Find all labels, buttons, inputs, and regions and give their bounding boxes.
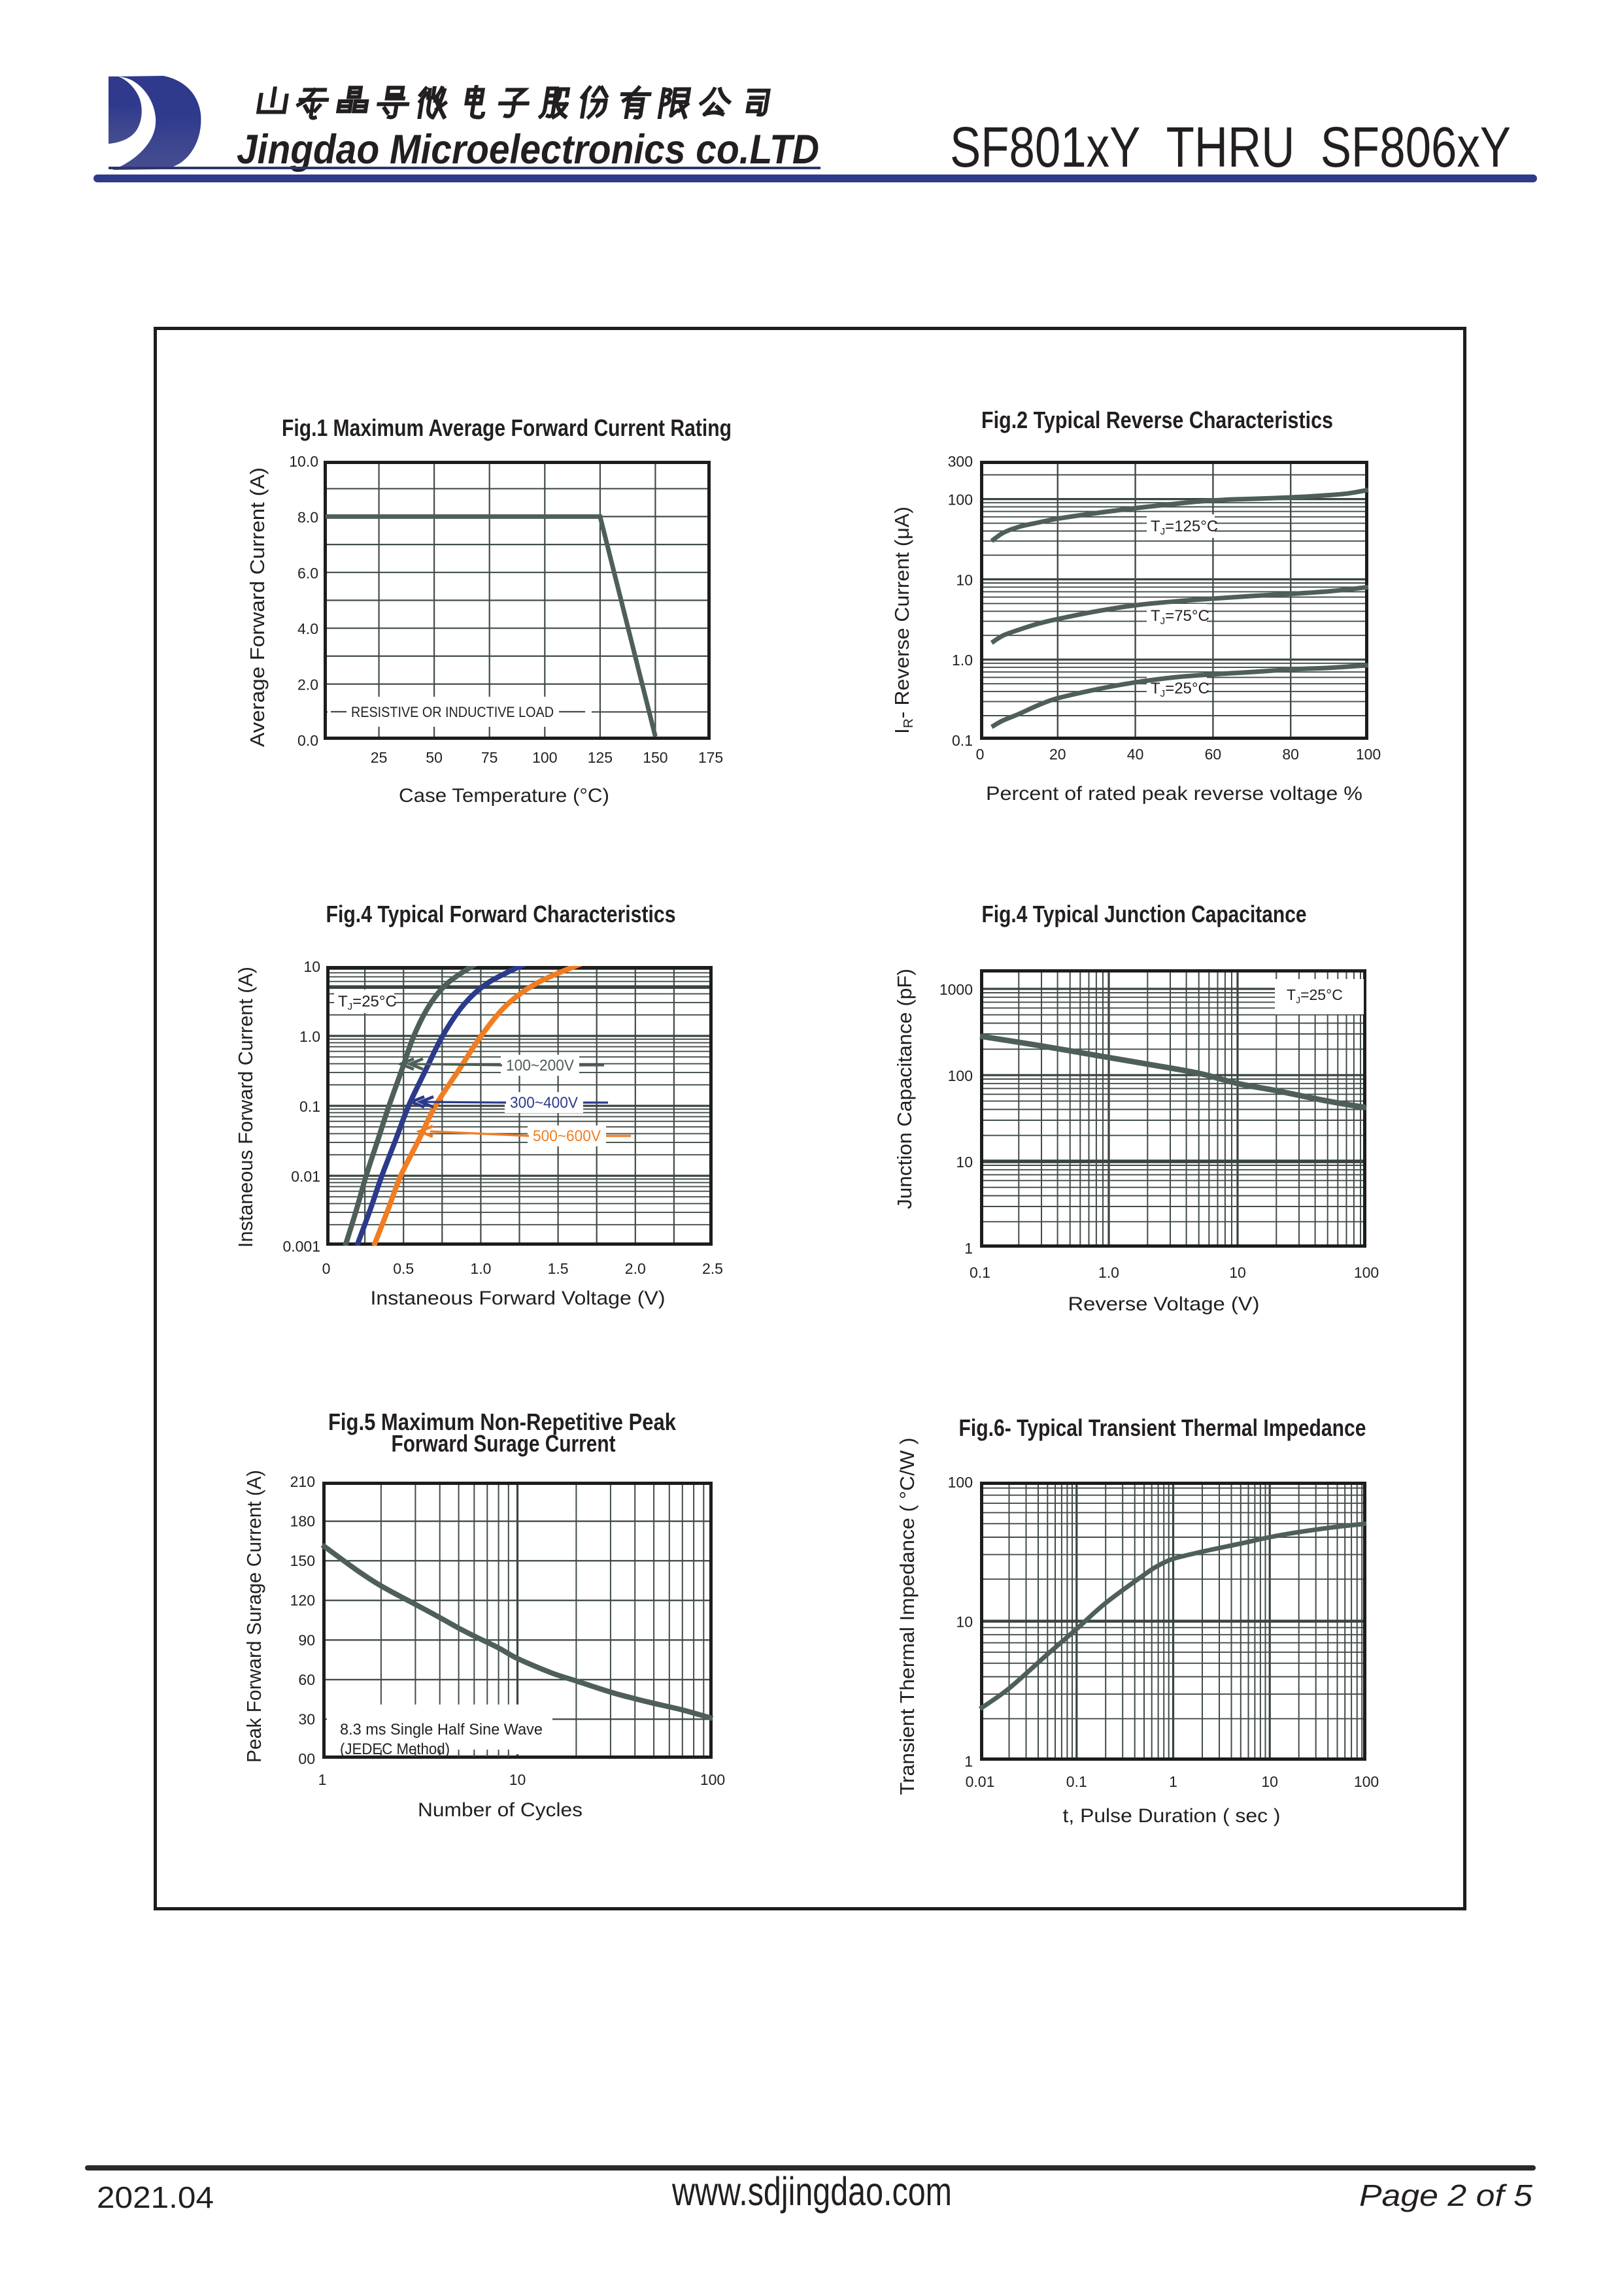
- svg-text:Percent of rated peak reverse: Percent of rated peak reverse voltage %: [986, 783, 1362, 805]
- svg-text:Fig.2 Typical Reverse Charact: Fig.2 Typical Reverse Characteristics: [981, 407, 1333, 433]
- svg-text:100: 100: [1354, 1773, 1379, 1790]
- svg-text:20: 20: [1049, 746, 1066, 763]
- svg-text:RESISTIVE OR INDUCTIVE LOAD: RESISTIVE OR INDUCTIVE LOAD: [351, 704, 554, 720]
- svg-text:Fig.4 Typical Forward Charact: Fig.4 Typical Forward Characteristics: [326, 901, 676, 927]
- svg-text:1: 1: [1169, 1773, 1177, 1790]
- svg-text:0.1: 0.1: [952, 732, 973, 749]
- svg-text:40: 40: [1127, 746, 1144, 763]
- svg-text:10: 10: [1229, 1264, 1246, 1281]
- svg-text:180: 180: [290, 1513, 315, 1530]
- svg-text:Jingdao Microelectronics co.LT: Jingdao Microelectronics co.LTD: [237, 127, 819, 173]
- svg-text:100~200V: 100~200V: [506, 1057, 574, 1074]
- svg-text:6.0: 6.0: [297, 565, 318, 582]
- svg-text:Transient Thermal Impedance (: Transient Thermal Impedance ( °C/W ): [896, 1438, 919, 1795]
- svg-text:100: 100: [948, 491, 973, 508]
- svg-text:0: 0: [976, 746, 985, 763]
- svg-text:8.0: 8.0: [297, 508, 318, 525]
- svg-text:2.0: 2.0: [625, 1260, 646, 1277]
- svg-text:1.0: 1.0: [299, 1028, 320, 1045]
- svg-text:Number of Cycles: Number of Cycles: [418, 1799, 583, 1821]
- svg-text:1: 1: [964, 1240, 973, 1257]
- svg-text:0.0: 0.0: [297, 732, 318, 749]
- svg-text:2021.04: 2021.04: [97, 2180, 214, 2214]
- svg-text:SF801xY THRU SF806xY: SF801xY THRU SF806xY: [950, 116, 1511, 179]
- svg-text:10: 10: [956, 1614, 973, 1631]
- svg-text:TJ=75°C: TJ=75°C: [1151, 607, 1209, 627]
- svg-text:100: 100: [1356, 746, 1381, 763]
- svg-text:300~400V: 300~400V: [510, 1094, 578, 1112]
- svg-text:0.1: 0.1: [1066, 1773, 1087, 1790]
- svg-text:10: 10: [1261, 1773, 1278, 1790]
- svg-text:30: 30: [298, 1710, 315, 1727]
- svg-text:0.1: 0.1: [970, 1264, 990, 1281]
- svg-text:TJ=25°C: TJ=25°C: [1287, 986, 1343, 1005]
- svg-text:100: 100: [700, 1771, 725, 1788]
- svg-text:10: 10: [956, 571, 973, 588]
- svg-text:0.001: 0.001: [282, 1238, 320, 1255]
- svg-text:TJ=25°C: TJ=25°C: [1151, 680, 1209, 699]
- svg-text:1: 1: [964, 1753, 973, 1770]
- svg-text:Forward Surage Current: Forward Surage Current: [392, 1430, 616, 1457]
- svg-text:100: 100: [948, 1067, 973, 1084]
- svg-text:100: 100: [532, 749, 557, 766]
- svg-text:Fig.6- Typical Transient Therm: Fig.6- Typical Transient Thermal Impedan…: [959, 1414, 1366, 1441]
- svg-text:Fig.5 Maximum Non-Repetitive: Fig.5 Maximum Non-Repetitive Peak: [328, 1408, 677, 1435]
- svg-text:1000: 1000: [939, 981, 973, 998]
- svg-text:125: 125: [588, 749, 613, 766]
- svg-text:Page 2 of 5: Page 2 of 5: [1359, 2178, 1532, 2212]
- svg-text:TJ=125°C: TJ=125°C: [1151, 518, 1218, 537]
- svg-text:150: 150: [290, 1552, 315, 1569]
- svg-text:60: 60: [1205, 746, 1222, 763]
- svg-text:t, Pulse Duration ( sec ): t, Pulse Duration ( sec ): [1063, 1805, 1281, 1827]
- svg-text:Reverse Voltage (V): Reverse Voltage (V): [1068, 1293, 1260, 1315]
- svg-text:1.5: 1.5: [548, 1260, 569, 1277]
- svg-text:0.01: 0.01: [966, 1773, 995, 1790]
- svg-text:50: 50: [426, 749, 443, 766]
- svg-text:Average Forward Current (A): Average Forward Current (A): [246, 467, 269, 747]
- svg-text:175: 175: [698, 749, 723, 766]
- svg-text:120: 120: [290, 1592, 315, 1609]
- svg-text:300: 300: [948, 453, 973, 470]
- svg-text:IR- Reverse Current (μA): IR- Reverse Current (μA): [890, 507, 916, 734]
- svg-text:0: 0: [322, 1260, 331, 1277]
- svg-text:75: 75: [481, 749, 498, 766]
- svg-text:1: 1: [318, 1771, 327, 1788]
- svg-text:0.5: 0.5: [393, 1260, 414, 1277]
- svg-text:Peak Forward Surage Current (A: Peak Forward Surage Current (A): [243, 1470, 265, 1763]
- svg-text:8.3 ms Single Half Sine Wave: 8.3 ms Single Half Sine Wave: [340, 1721, 543, 1739]
- svg-text:www.sdjingdao.com: www.sdjingdao.com: [671, 2169, 952, 2214]
- svg-text:Junction Capacitance (pF): Junction Capacitance (pF): [893, 969, 916, 1209]
- svg-text:Instaneous Forward Voltage (V): Instaneous Forward Voltage (V): [371, 1288, 666, 1309]
- svg-text:60: 60: [298, 1671, 315, 1688]
- svg-text:TJ=25°C: TJ=25°C: [338, 993, 397, 1012]
- svg-text:0.01: 0.01: [291, 1168, 320, 1185]
- svg-text:100: 100: [1354, 1264, 1379, 1281]
- svg-text:Instaneous Forward Current (A): Instaneous Forward Current (A): [234, 967, 257, 1248]
- svg-text:100: 100: [948, 1474, 973, 1491]
- svg-text:10.0: 10.0: [289, 453, 318, 470]
- svg-text:10: 10: [956, 1154, 973, 1171]
- svg-text:0.1: 0.1: [299, 1098, 320, 1115]
- svg-text:210: 210: [290, 1473, 315, 1490]
- svg-text:90: 90: [298, 1631, 315, 1648]
- svg-text:25: 25: [371, 749, 388, 766]
- svg-text:10: 10: [509, 1771, 526, 1788]
- svg-text:1.0: 1.0: [1098, 1264, 1119, 1281]
- svg-text:Fig.4 Typical Junction Capaci: Fig.4 Typical Junction Capacitance: [982, 901, 1307, 927]
- svg-text:2.0: 2.0: [297, 676, 318, 693]
- svg-text:2.5: 2.5: [702, 1260, 723, 1277]
- svg-text:4.0: 4.0: [297, 620, 318, 637]
- svg-text:1.0: 1.0: [952, 652, 973, 669]
- svg-text:80: 80: [1282, 746, 1299, 763]
- svg-text:Fig.1 Maximum Average Forward: Fig.1 Maximum Average Forward Current Ra…: [282, 414, 732, 441]
- svg-text:(JEDEC Method): (JEDEC Method): [340, 1740, 450, 1758]
- svg-text:150: 150: [643, 749, 667, 766]
- svg-text:00: 00: [298, 1750, 315, 1767]
- svg-text:1.0: 1.0: [470, 1260, 491, 1277]
- svg-text:Case Temperature (°C): Case Temperature (°C): [399, 785, 609, 807]
- svg-text:500~600V: 500~600V: [533, 1127, 601, 1145]
- svg-text:10: 10: [303, 958, 320, 975]
